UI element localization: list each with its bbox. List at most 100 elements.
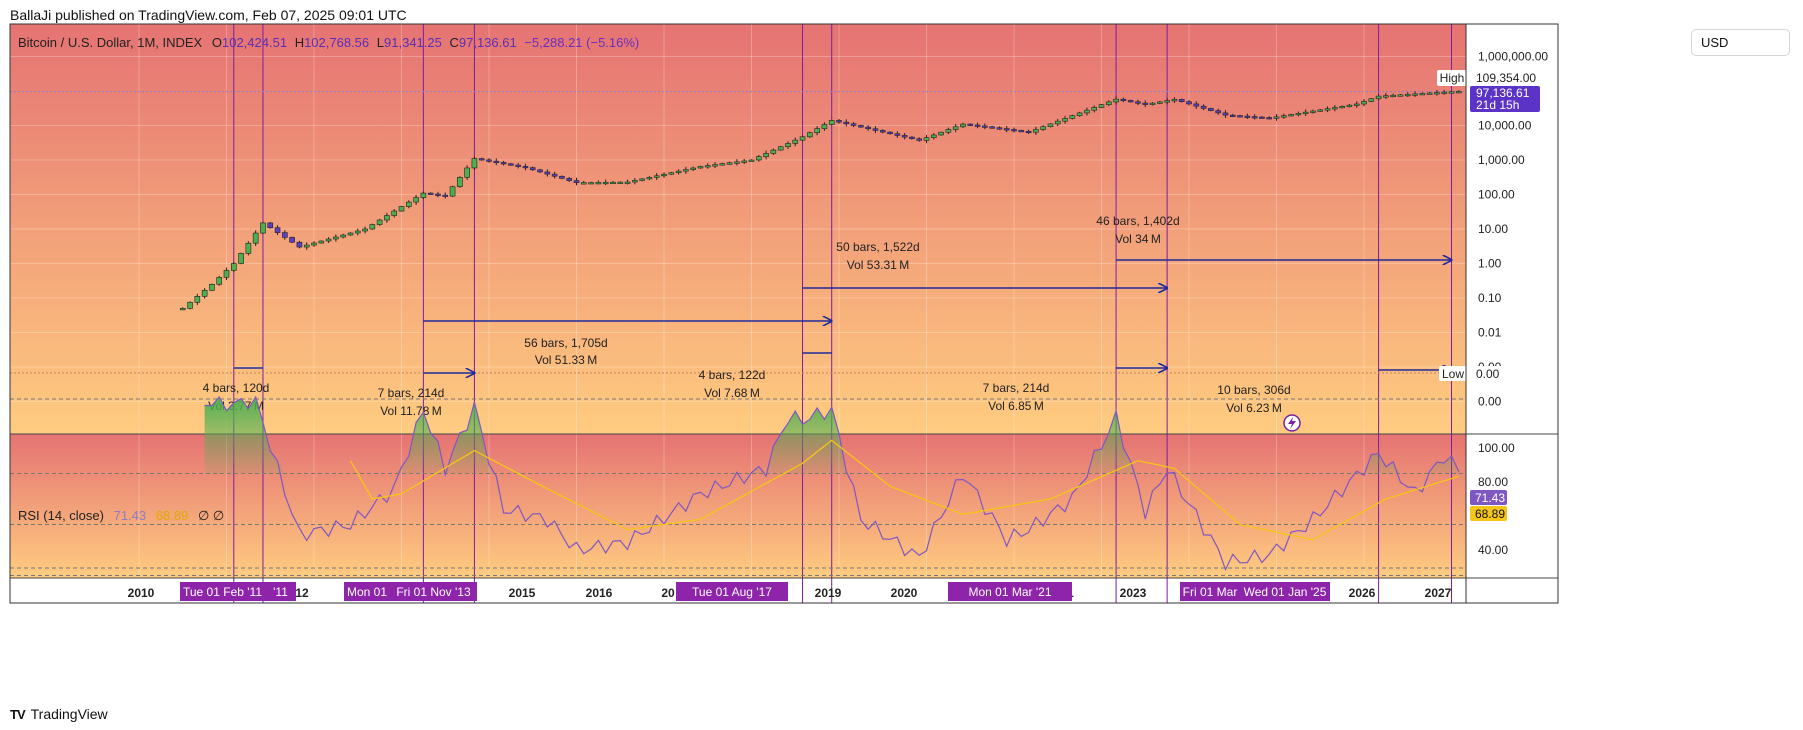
candle-body [1412, 93, 1418, 96]
candle-body [267, 222, 274, 229]
tradingview-logo[interactable]: TV TradingView [10, 706, 108, 722]
time-marker-tag-text: Mon 01 [347, 585, 387, 599]
price-tick-label: 10,000.00 [1478, 119, 1532, 133]
candle-body [668, 172, 675, 175]
candle-body [1135, 101, 1141, 104]
candle-body [989, 126, 995, 129]
currency-selector-button[interactable]: USD [1691, 29, 1790, 56]
candle-body [1266, 117, 1273, 120]
measurement-bars-label: 7 bars, 214d [983, 381, 1050, 395]
candle-body [486, 159, 492, 162]
candle-body [260, 222, 266, 234]
candle-body [537, 169, 543, 173]
candle-body [551, 173, 558, 177]
candle-body [223, 270, 230, 278]
high-value-tag [1470, 70, 1540, 86]
candle-body [777, 146, 784, 151]
measurement-volume-label: Vol 53.31 M [847, 258, 909, 272]
candle-body [442, 194, 449, 197]
candle-body [901, 135, 908, 138]
time-marker-tag [676, 582, 788, 601]
candle-body [858, 125, 864, 128]
measurement-volume-label: Vol 34 M [1115, 232, 1161, 246]
high-value: 102,768.56 [304, 35, 370, 50]
measurement-volume-label: Vol 7.68 M [704, 386, 760, 400]
candle-body [1419, 93, 1426, 96]
candle-body [1011, 129, 1017, 132]
candle-body [632, 180, 638, 183]
candle-body [478, 158, 485, 161]
candle-body [1033, 129, 1039, 133]
candle-body [770, 149, 777, 154]
candle-body [1098, 104, 1105, 108]
candle-body [413, 197, 419, 203]
candle-body [362, 228, 368, 232]
candle-body [1397, 94, 1404, 97]
candle-body [1076, 112, 1083, 116]
time-axis-label: 2019 [815, 586, 842, 600]
candle-body [435, 193, 441, 196]
candle-body [1105, 101, 1112, 105]
candle-body [996, 127, 1003, 130]
measurement-volume-label: Vol 51.33 M [535, 353, 597, 367]
close-value: 97,136.61 [458, 35, 517, 50]
candle-body [420, 192, 427, 198]
rsi-flags: ∅ ∅ [197, 508, 225, 523]
candle-body [1003, 128, 1010, 131]
time-marker-tag-text: Tue 01 Aug '17 [692, 585, 772, 599]
candle-body [982, 125, 988, 128]
price-tick-label: 1,000,000.00 [1478, 50, 1548, 64]
candle-body [974, 124, 981, 127]
measurement-bars-label: 46 bars, 1,402d [1096, 214, 1179, 228]
candle-body [274, 227, 281, 233]
time-axis-label: 20 [661, 586, 675, 600]
chart-frame [9, 23, 1559, 604]
candle-body [216, 277, 223, 285]
candle-body [449, 186, 456, 197]
candle-body [1040, 126, 1046, 130]
rsi-ma-tag [1470, 506, 1507, 521]
candle-body [376, 219, 383, 225]
candle-body [909, 136, 915, 140]
candle-body [340, 234, 346, 238]
candle-body [471, 158, 478, 169]
candle-body [1171, 99, 1178, 102]
candle-body [1259, 116, 1265, 119]
rsi-title: RSI (14, close) [18, 508, 104, 523]
candle-body [821, 124, 828, 129]
candle-body [1310, 110, 1316, 113]
rsi-legend: RSI (14, close) 71.43 68.89 ∅ ∅ [18, 508, 224, 524]
candle-body [311, 242, 317, 246]
price-tick-label: 1.00 [1478, 257, 1502, 271]
time-axis-label: 2027 [1425, 586, 1452, 600]
candle-body [1353, 103, 1360, 106]
time-marker-tag [1180, 582, 1240, 601]
candle-body [595, 182, 602, 185]
candle-body [405, 201, 412, 207]
high-value-text: 109,354.00 [1476, 71, 1536, 85]
candle-body [515, 164, 521, 167]
candle-body [1047, 123, 1054, 127]
rsi-value-tag-text: 71.43 [1475, 491, 1505, 505]
candle-body [522, 166, 529, 169]
candle-body [734, 161, 740, 164]
measurement-bars-label: 50 bars, 1,522d [836, 240, 919, 254]
candle-body [369, 224, 376, 230]
candle-body [1215, 110, 1221, 114]
candle-body [1164, 100, 1170, 103]
price-tick-label: 1,000.00 [1478, 153, 1525, 167]
measurement-volume-label: Vol 11.78 M [380, 404, 442, 418]
time-marker-tag-text: Fri 01 Nov '13 [396, 585, 471, 599]
candle-body [325, 238, 332, 242]
logo-text: TradingView [30, 706, 108, 722]
candle-body [1317, 109, 1324, 112]
candle-body [289, 237, 295, 243]
price-tick-label: 10.00 [1478, 222, 1508, 236]
rsi-value-tag [1470, 490, 1507, 505]
main-pane-bg [10, 24, 1466, 434]
symbol-title: Bitcoin / U.S. Dollar, 1M, INDEX [18, 35, 203, 50]
price-tick-label: 100.00 [1478, 188, 1515, 202]
candle-body [1361, 101, 1367, 105]
time-marker-tag-text: Tue 01 Feb '11 [183, 585, 262, 599]
